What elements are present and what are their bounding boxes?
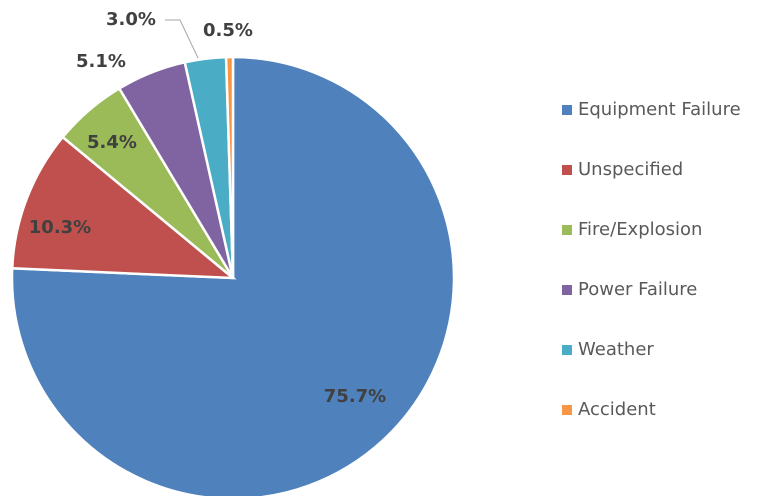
legend-label: Unspecified: [578, 159, 683, 180]
legend-label: Accident: [578, 399, 656, 420]
data-label: 10.3%: [29, 217, 91, 238]
legend-swatch: [562, 405, 572, 415]
pie-slice: [224, 55, 235, 279]
leader-line: [165, 19, 199, 59]
data-label: 5.4%: [87, 132, 137, 153]
legend-label: Equipment Failure: [578, 99, 741, 120]
legend-swatch: [562, 345, 572, 355]
legend-swatch: [562, 285, 572, 295]
legend-swatch: [562, 165, 572, 175]
data-label: 3.0%: [106, 9, 156, 30]
legend-swatch: [562, 225, 572, 235]
legend-label: Fire/Explosion: [578, 219, 702, 240]
data-label: 0.5%: [203, 20, 253, 41]
legend-swatch: [562, 105, 572, 115]
data-label: 75.7%: [324, 386, 386, 407]
pie-slice: [10, 135, 237, 280]
data-label: 5.1%: [76, 51, 126, 72]
legend-label: Power Failure: [578, 279, 697, 300]
legend-label: Weather: [578, 339, 654, 360]
